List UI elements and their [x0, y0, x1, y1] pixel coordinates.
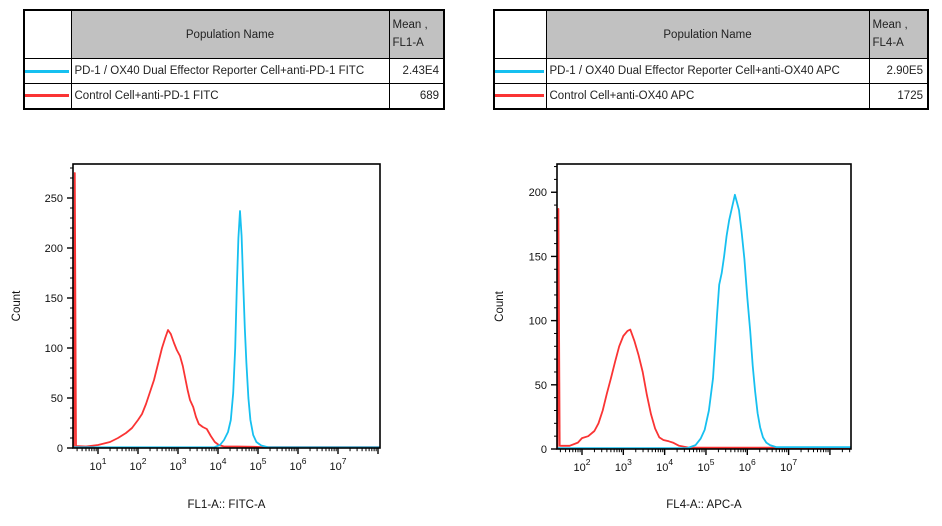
table-row: PD-1 / OX40 Dual Effector Reporter Cell+… — [493, 58, 929, 84]
x-tick-label: 104 — [210, 456, 227, 473]
y-tick-label: 50 — [51, 393, 63, 405]
series-color-swatch — [495, 69, 544, 73]
y-axis-title: Count — [11, 290, 23, 321]
y-axis-title: Count — [494, 290, 506, 321]
x-tick-label: 106 — [739, 457, 756, 474]
population-name: Control Cell+anti-OX40 APC — [545, 83, 870, 109]
plot-border — [556, 163, 852, 450]
swatch-header-cell — [493, 9, 547, 59]
y-tick-label: 0 — [541, 444, 547, 456]
population-name: PD-1 / OX40 Dual Effector Reporter Cell+… — [70, 58, 390, 84]
mean-value: 689 — [388, 83, 445, 109]
series-curve — [557, 193, 851, 450]
population-name-header: Population Name — [545, 9, 870, 59]
mean-value: 1725 — [868, 83, 929, 109]
mean-header-line1: Mean , — [392, 18, 428, 31]
y-tick-label: 250 — [45, 193, 63, 205]
x-tick-label: 106 — [290, 456, 307, 473]
x-tick-label: 103 — [615, 457, 632, 474]
x-tick-label: 107 — [780, 457, 797, 474]
x-tick-label: 107 — [330, 456, 347, 473]
mean-header: Mean , FL4-A — [868, 9, 929, 59]
x-tick-label: 103 — [170, 456, 187, 473]
series-color-swatch — [25, 94, 69, 98]
population-name: Control Cell+anti-PD-1 FITC — [70, 83, 390, 109]
x-tick-label: 101 — [90, 456, 107, 473]
swatch-cell — [493, 58, 547, 84]
mean-header: Mean , FL1-A — [388, 9, 445, 59]
series-curve — [73, 172, 380, 449]
swatch-cell — [23, 83, 72, 109]
y-tick-label: 200 — [529, 187, 547, 199]
mean-header-line2: FL4-A — [872, 36, 904, 49]
y-tick-label: 100 — [45, 343, 63, 355]
swatch-cell — [493, 83, 547, 109]
x-tick-label: 104 — [656, 457, 673, 474]
mean-value: 2.43E4 — [388, 58, 445, 84]
y-tick-label: 100 — [529, 316, 547, 328]
x-tick-label: 102 — [130, 456, 147, 473]
series-color-swatch — [25, 69, 69, 73]
mean-value: 2.90E5 — [868, 58, 929, 84]
x-axis-title: FL4-A:: APC-A — [666, 499, 742, 511]
table-row: PD-1 / OX40 Dual Effector Reporter Cell+… — [23, 58, 445, 84]
x-tick-label: 105 — [250, 456, 267, 473]
series-curve — [556, 208, 851, 449]
swatch-cell — [23, 58, 72, 84]
series-curve — [73, 210, 380, 449]
table-row: Control Cell+anti-OX40 APC 1725 — [493, 83, 929, 109]
legend-table-fl1: Population Name Mean , FL1-A PD-1 / OX40 … — [23, 9, 445, 110]
x-tick-label: 105 — [697, 457, 714, 474]
y-tick-label: 50 — [535, 380, 547, 392]
swatch-header-cell — [23, 9, 72, 59]
x-axis-title: FL1-A:: FITC-A — [188, 499, 266, 511]
mean-header-line2: FL1-A — [392, 36, 424, 49]
legend-header-row: Population Name Mean , FL4-A — [493, 9, 929, 59]
y-tick-label: 150 — [45, 293, 63, 305]
population-name-header: Population Name — [70, 9, 390, 59]
plot-border — [72, 163, 381, 449]
fl1-histogram-chart: 0 50 100 150 200 250 101 102 103 104 105 106 107 FL1-… — [11, 163, 381, 511]
series-color-swatch — [495, 94, 544, 98]
y-tick-label: 200 — [45, 243, 63, 255]
x-tick-label: 102 — [574, 457, 591, 474]
mean-header-line1: Mean , — [872, 18, 908, 31]
legend-header-row: Population Name Mean , FL1-A — [23, 9, 445, 59]
population-name: PD-1 / OX40 Dual Effector Reporter Cell+… — [545, 58, 870, 84]
legend-table-fl4: Population Name Mean , FL4-A PD-1 / OX40 … — [493, 9, 929, 110]
y-tick-label: 150 — [529, 251, 547, 263]
y-tick-label: 0 — [57, 443, 63, 455]
table-row: Control Cell+anti-PD-1 FITC 689 — [23, 83, 445, 109]
